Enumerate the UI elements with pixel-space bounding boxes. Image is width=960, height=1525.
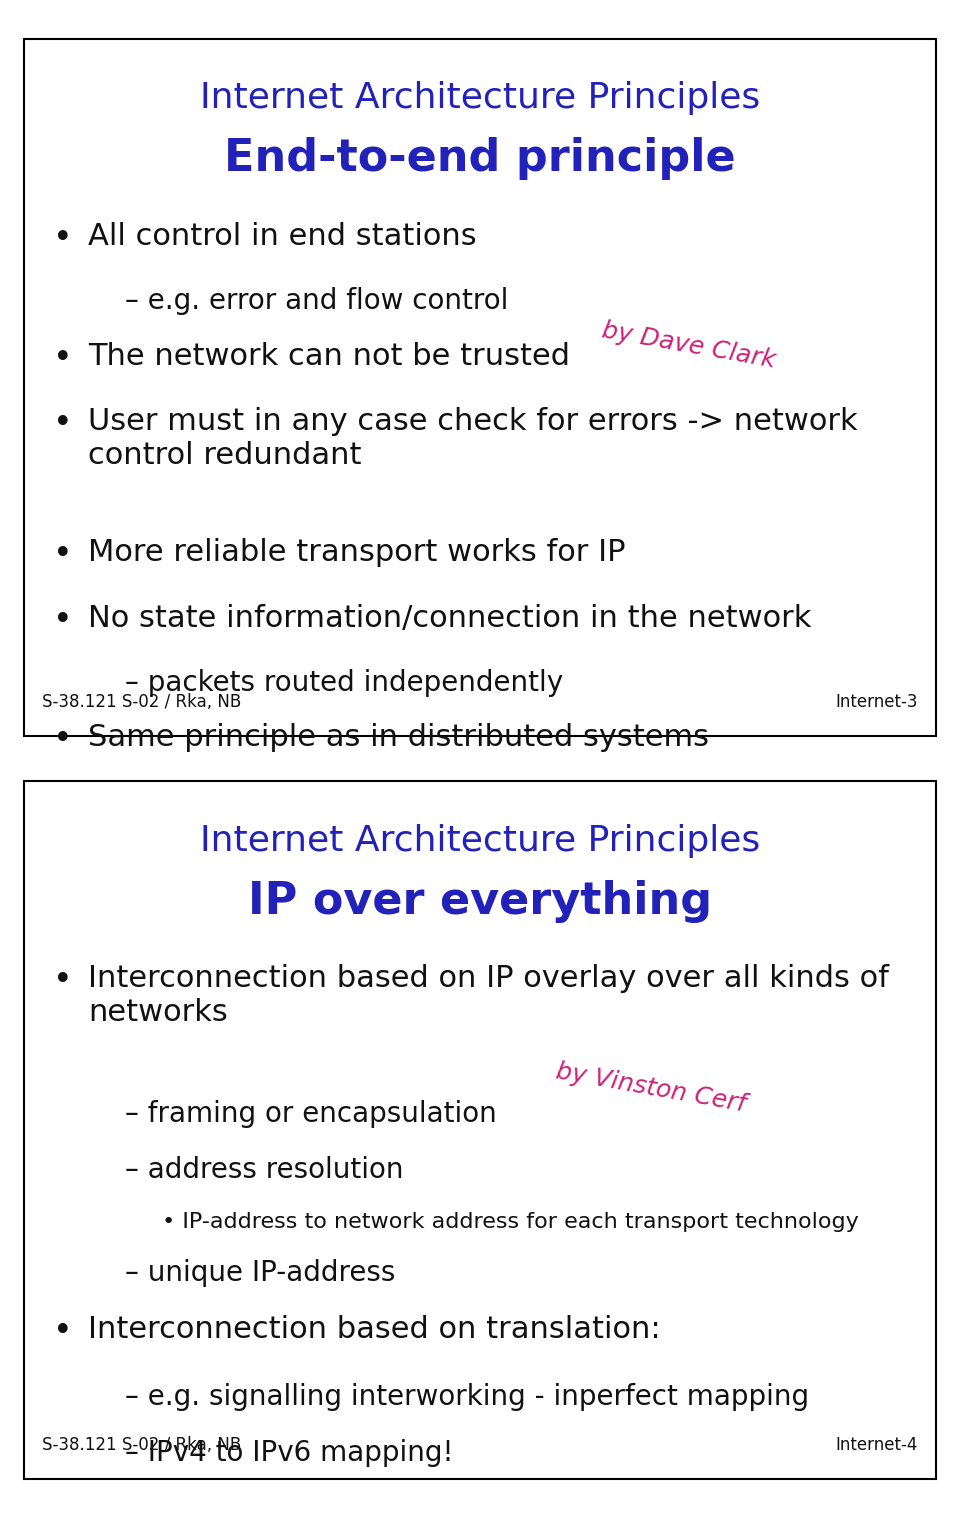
Text: – address resolution: – address resolution (125, 1156, 404, 1183)
Text: – e.g. signalling interworking - inperfect mapping: – e.g. signalling interworking - inperfe… (125, 1383, 809, 1411)
Text: – framing or encapsulation: – framing or encapsulation (125, 1100, 497, 1127)
FancyBboxPatch shape (24, 38, 936, 737)
Text: Internet-3: Internet-3 (835, 694, 918, 712)
Text: •: • (54, 407, 73, 441)
Text: – packets routed independently: – packets routed independently (125, 669, 564, 697)
Text: No state information/connection in the network: No state information/connection in the n… (88, 604, 812, 633)
Text: – e.g. error and flow control: – e.g. error and flow control (125, 287, 509, 316)
Text: The network can not be trusted: The network can not be trusted (88, 342, 570, 371)
Text: • IP-address to network address for each transport technology: • IP-address to network address for each… (162, 1212, 859, 1232)
Text: •: • (54, 538, 73, 572)
Text: •: • (54, 604, 73, 636)
Text: •: • (54, 342, 73, 375)
Text: End-to-end principle: End-to-end principle (225, 137, 735, 180)
Text: •: • (54, 1316, 73, 1348)
Text: – IPv4 to IPv6 mapping!: – IPv4 to IPv6 mapping! (125, 1440, 454, 1467)
FancyBboxPatch shape (24, 781, 936, 1479)
Text: User must in any case check for errors -> network
control redundant: User must in any case check for errors -… (88, 407, 858, 470)
Text: •: • (54, 723, 73, 756)
Text: Internet Architecture Principles: Internet Architecture Principles (200, 824, 760, 857)
Text: IP over everything: IP over everything (248, 880, 712, 923)
Text: •: • (54, 964, 73, 997)
Text: •: • (54, 221, 73, 255)
Text: by Dave Clark: by Dave Clark (600, 319, 778, 372)
Text: All control in end stations: All control in end stations (88, 221, 477, 250)
Text: More reliable transport works for IP: More reliable transport works for IP (88, 538, 626, 567)
Text: Interconnection based on translation:: Interconnection based on translation: (88, 1316, 660, 1345)
Text: by Vinston Cerf: by Vinston Cerf (554, 1060, 747, 1116)
Text: – unique IP-address: – unique IP-address (125, 1260, 396, 1287)
Text: S-38.121 S-02 / Rka, NB: S-38.121 S-02 / Rka, NB (42, 694, 242, 712)
Text: S-38.121 S-02 / Rka, NB: S-38.121 S-02 / Rka, NB (42, 1437, 242, 1455)
Text: Internet Architecture Principles: Internet Architecture Principles (200, 81, 760, 114)
Text: Internet-4: Internet-4 (835, 1437, 918, 1455)
Text: Interconnection based on IP overlay over all kinds of
networks: Interconnection based on IP overlay over… (88, 964, 889, 1026)
Text: Same principle as in distributed systems: Same principle as in distributed systems (88, 723, 709, 752)
